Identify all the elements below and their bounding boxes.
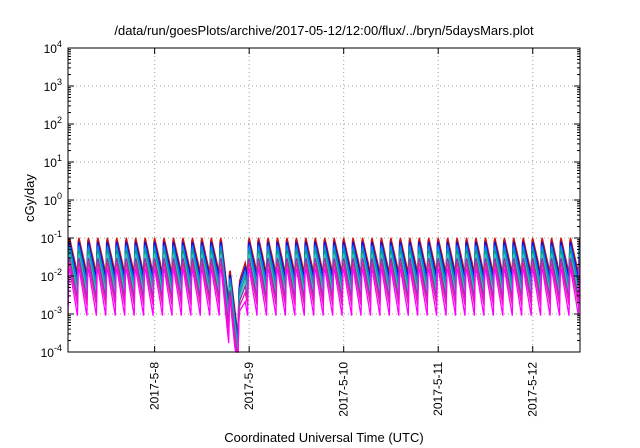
x-tick-label: 2017-5-9	[242, 362, 256, 410]
x-tick-label: 2017-5-10	[337, 362, 351, 417]
y-tick-label: 102	[44, 115, 62, 132]
y-tick-label: 101	[44, 153, 62, 170]
plot-series	[67, 237, 581, 353]
y-tick-labels: 10-4 10-3 10-2 10-1 100 101 102 103 104	[41, 39, 62, 360]
x-tick-label: 2017-5-12	[526, 362, 540, 417]
y-tick-label: 100	[44, 191, 62, 208]
y-tick-label: 103	[44, 77, 62, 94]
y-axis-label: cGy/day	[22, 174, 37, 222]
y-tick-label: 10-4	[41, 343, 62, 360]
x-tick-label: 2017-5-8	[148, 362, 162, 410]
x-tick-labels: 2017-5-8 2017-5-9 2017-5-10 2017-5-11 2017-5…	[148, 362, 540, 417]
y-tick-label: 10-1	[41, 229, 62, 246]
x-tick-label: 2017-5-11	[431, 362, 445, 416]
axis-ticks	[68, 47, 580, 353]
y-tick-label: 10-3	[41, 305, 62, 322]
x-axis-label: Coordinated Universal Time (UTC)	[224, 430, 423, 445]
chart-title: /data/run/goesPlots/archive/2017-05-12/1…	[114, 23, 534, 38]
y-tick-label: 10-2	[41, 267, 62, 284]
series-line	[67, 268, 581, 353]
y-tick-label: 104	[44, 39, 62, 56]
